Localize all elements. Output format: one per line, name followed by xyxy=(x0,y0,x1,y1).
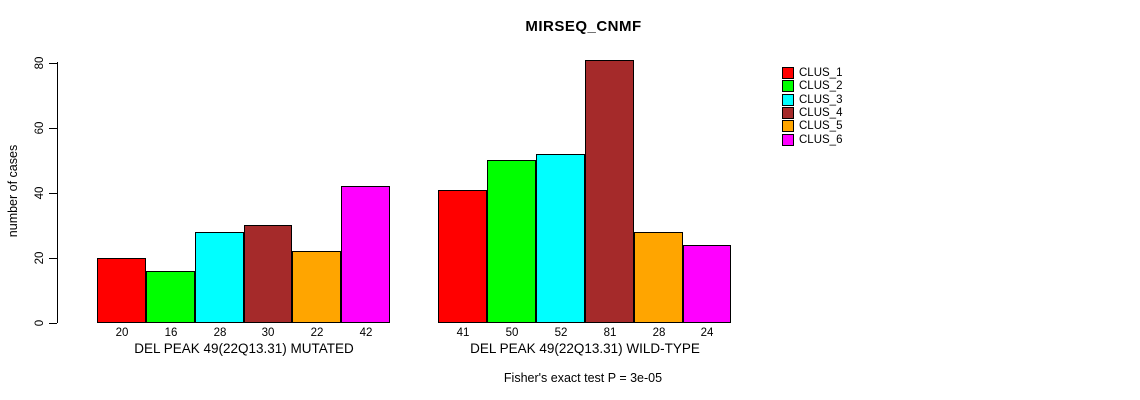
bar-value-label: 30 xyxy=(261,327,275,339)
bar xyxy=(634,232,683,323)
bar xyxy=(536,154,585,323)
bar xyxy=(146,271,195,323)
y-axis-label: number of cases xyxy=(6,144,20,238)
y-tick xyxy=(49,323,57,324)
legend-label: CLUS_2 xyxy=(799,80,843,93)
legend-label: CLUS_4 xyxy=(799,107,843,120)
y-tick-label: 40 xyxy=(34,186,46,200)
y-tick xyxy=(49,63,57,64)
bar-value-label: 22 xyxy=(310,327,324,339)
bar xyxy=(341,186,390,323)
bar xyxy=(292,251,341,323)
legend-label: CLUS_5 xyxy=(799,120,843,133)
bar-value-label: 24 xyxy=(700,327,714,339)
legend-swatch xyxy=(782,107,794,120)
bar-value-label: 41 xyxy=(456,327,470,339)
bar xyxy=(195,232,244,323)
chart-title: MIRSEQ_CNMF xyxy=(525,18,642,35)
bar xyxy=(585,60,634,323)
fisher-test-annotation: Fisher's exact test P = 3e-05 xyxy=(503,371,663,385)
y-tick xyxy=(49,258,57,259)
bar-value-label: 52 xyxy=(554,327,568,339)
y-tick-label: 80 xyxy=(34,56,46,70)
legend-item: CLUS_6 xyxy=(782,133,842,147)
group-label: DEL PEAK 49(22Q13.31) MUTATED xyxy=(134,341,354,356)
legend-label: CLUS_1 xyxy=(799,67,843,79)
legend-swatch xyxy=(782,120,794,133)
legend-swatch xyxy=(782,93,794,106)
y-tick-label: 0 xyxy=(34,319,46,327)
bar-value-label: 50 xyxy=(505,327,519,339)
legend-item: CLUS_3 xyxy=(782,93,842,107)
bar xyxy=(97,258,146,323)
y-tick xyxy=(49,128,57,129)
bar xyxy=(244,225,292,323)
bar-value-label: 28 xyxy=(213,327,227,339)
y-tick xyxy=(49,193,57,194)
bar-value-label: 16 xyxy=(164,327,178,339)
legend-swatch xyxy=(782,80,794,93)
bar-value-label: 42 xyxy=(359,327,373,339)
y-axis-line xyxy=(57,62,58,323)
bar-value-label: 28 xyxy=(652,327,666,339)
legend-item: CLUS_5 xyxy=(782,119,842,133)
legend-label: CLUS_3 xyxy=(799,93,843,106)
legend-swatch xyxy=(782,67,794,79)
y-tick-label: 60 xyxy=(34,121,46,135)
bar-value-label: 81 xyxy=(603,327,617,339)
bar-value-label: 20 xyxy=(115,327,129,339)
legend-item: CLUS_1 xyxy=(782,66,842,80)
bar xyxy=(438,190,487,323)
legend-label: CLUS_6 xyxy=(799,133,843,146)
bar xyxy=(487,160,536,323)
legend-item: CLUS_2 xyxy=(782,79,842,93)
bar xyxy=(683,245,731,323)
legend-swatch xyxy=(782,133,794,146)
legend-item: CLUS_4 xyxy=(782,106,842,120)
group-label: DEL PEAK 49(22Q13.31) WILD-TYPE xyxy=(470,341,700,356)
y-tick-label: 20 xyxy=(34,251,46,265)
